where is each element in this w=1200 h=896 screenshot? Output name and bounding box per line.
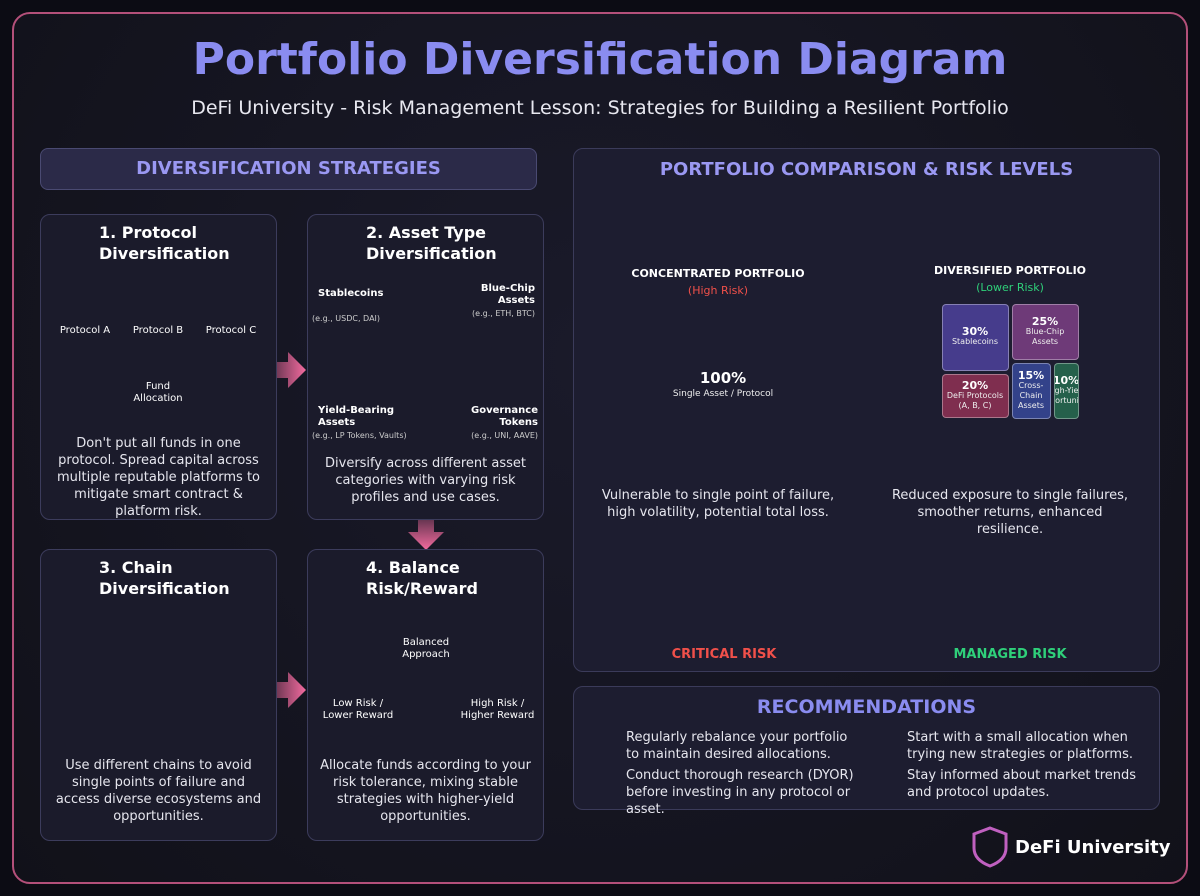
card-title: 3. Chain Diversification (99, 558, 230, 598)
recommendation: Regularly rebalance your portfolio to ma… (626, 730, 848, 762)
cell-label: Cross-Chain Assets (1017, 380, 1045, 410)
value-label: 15% (1017, 368, 1045, 382)
pie-example: (e.g., UNI, AAVE) (471, 431, 538, 440)
strategies-heading: DIVERSIFICATION STRATEGIES (40, 148, 537, 190)
title: Portfolio Diversification Diagram (192, 34, 1008, 85)
card-description: Don't put all funds in one protocol. Spr… (56, 436, 261, 519)
cell-label: Blue-Chip Assets (1025, 326, 1065, 346)
brand: DeFi University (1015, 837, 1171, 858)
recommendation: Stay informed about market trends and pr… (907, 768, 1137, 800)
card (307, 214, 544, 520)
cell-label: Stablecoins (951, 337, 999, 347)
protocol-label: Protocol A (59, 325, 111, 336)
gauge-label: MANAGED RISK (953, 647, 1067, 662)
treemap-cell: 20% DeFi Protocols (A, B, C) (941, 374, 1009, 419)
recommendation: Start with a small allocation when tryin… (907, 730, 1133, 762)
cell-label: DeFi Protocols (A, B, C) (946, 391, 1004, 411)
slider-low-label: Low Risk / Lower Reward (322, 698, 394, 721)
protocol-label: Protocol B (132, 325, 184, 336)
comparison-heading: PORTFOLIO COMPARISON & RISK LEVELS (659, 159, 1074, 180)
value-label: 30% (961, 325, 989, 339)
card-title: 2. Asset Type Diversification (366, 223, 497, 263)
value-label: 25% (1031, 314, 1059, 328)
hub-label: Fund Allocation (133, 381, 183, 404)
card-description: Allocate funds according to your risk to… (320, 758, 531, 824)
treemap-cell: 15% Cross-Chain Assets (1011, 362, 1051, 419)
portfolio-description: Reduced exposure to single failures, smo… (891, 488, 1129, 537)
gauge-label: CRITICAL RISK (671, 647, 777, 662)
pie-label: Blue-Chip Assets (480, 283, 535, 306)
recommendations-heading: RECOMMENDATIONS (756, 696, 977, 718)
card-title: 4. Balance Risk/Reward (366, 558, 478, 598)
pie-example: (e.g., ETH, BTC) (472, 309, 535, 318)
asset-label: Single Asset / Protocol (672, 389, 774, 399)
slider-marker-label: Balanced Approach (402, 637, 450, 660)
protocol-label: Protocol C (205, 325, 257, 336)
flow-arrow (408, 512, 444, 550)
cell-label: High-Yield Opportunities (1054, 385, 1079, 405)
slider-high-label: High Risk / Higher Reward (460, 698, 535, 721)
card-description: Diversify across different asset categor… (325, 456, 526, 505)
portfolio-title: DIVERSIFIED PORTFOLIO (933, 264, 1087, 277)
card (307, 549, 544, 841)
brand-logo (972, 826, 1008, 868)
card (40, 214, 277, 520)
recommendation: Conduct thorough research (DYOR) before … (626, 768, 854, 817)
pie-label: Yield-Bearing Assets (318, 405, 394, 428)
card-description: Use different chains to avoid single poi… (55, 758, 262, 824)
risk-label: (Lower Risk) (976, 281, 1044, 294)
treemap-cell: 10%High-Yield Opportunities (1053, 362, 1079, 419)
flow-arrow (266, 672, 306, 708)
value-label: 100% (699, 369, 747, 387)
pie-label: Governance Tokens (470, 405, 538, 428)
card (40, 549, 277, 841)
portfolio-description: Vulnerable to single point of failure, h… (601, 488, 835, 520)
pie-example: (e.g., LP Tokens, Vaults) (312, 431, 407, 440)
value-label: 20% (961, 379, 989, 393)
treemap-cell: 25% Blue-Chip Assets (1011, 303, 1079, 360)
risk-label: (High Risk) (687, 284, 749, 297)
card-title: 1. Protocol Diversification (99, 223, 230, 263)
flow-arrow (266, 352, 306, 388)
subtitle: DeFi University - Risk Management Lesson… (191, 97, 1009, 119)
recommendations-panel (573, 686, 1160, 810)
value-label: 10% (1053, 373, 1079, 387)
treemap-cell: 30% Stablecoins (941, 303, 1009, 372)
pie-label: Stablecoins (318, 288, 384, 299)
pie-example: (e.g., USDC, DAI) (312, 314, 381, 323)
portfolio-title: CONCENTRATED PORTFOLIO (631, 267, 805, 280)
